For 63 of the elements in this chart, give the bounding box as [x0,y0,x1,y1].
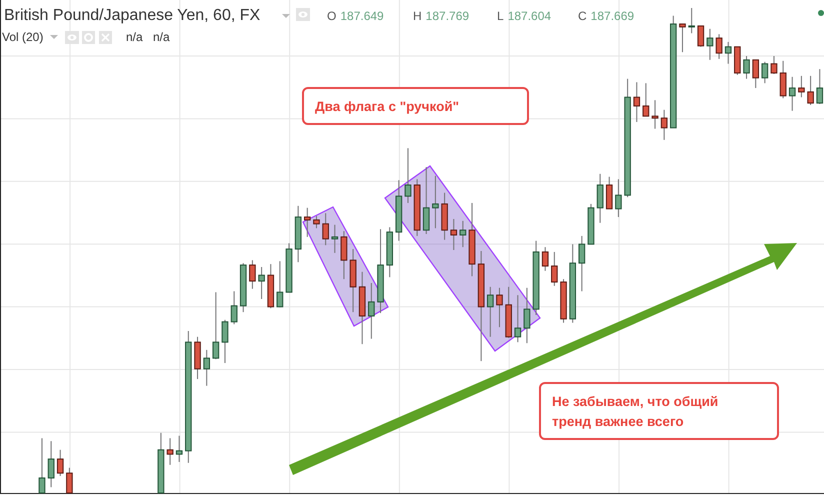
candlestick [276,260,284,308]
candlestick [166,438,174,466]
candlestick [770,56,778,74]
annotation: Два флага с "ручкой" [315,99,460,114]
candlestick [38,438,46,494]
candlestick [212,292,220,360]
candlestick [660,109,668,140]
annotation: Не забываем, что общий тренд важнее всего [552,394,718,429]
candlestick [222,319,228,364]
annotation: L 187.604 [497,9,552,23]
candlestick [606,176,613,210]
candlestick [706,28,714,60]
candlestick [679,24,686,53]
annotation: n/a [153,30,170,44]
candlestick [368,282,375,340]
candlestick [340,230,348,280]
candlestick [798,75,805,98]
candlestick [578,235,586,292]
candlestick [56,449,64,477]
annotation: Vol (20) [2,30,44,44]
candlestick [642,82,650,117]
candlestick [331,224,338,254]
candlestick [203,349,210,386]
candlestick [258,266,265,300]
candlestick [615,178,622,218]
chart-title: British Pound/Japanese Yen, 60, FX [4,7,261,24]
candlestick [688,8,695,34]
candlestick [596,173,604,224]
candlestick [788,76,796,112]
candlestick [176,435,183,462]
candlestick [322,212,329,246]
candlestick [66,467,73,494]
candlestick [816,68,824,105]
candlestick [716,34,722,60]
candlestick [404,148,412,204]
candlestick [514,294,522,343]
candlestick [313,216,320,229]
candlestick [450,218,458,251]
candlestick [230,290,238,325]
candlestick [249,260,256,290]
candlestick [807,75,814,106]
candlestick [780,60,786,99]
annotation: O 187.649 [327,9,384,23]
candlestick [432,175,439,229]
candlestick [486,286,494,338]
annotation: C 187.669 [578,9,634,23]
candlestick [724,41,732,64]
candlestick [524,287,530,344]
candlestick [633,82,640,122]
candlestick [761,61,768,84]
annotation: n/a [126,30,144,44]
candlestick [551,251,558,286]
annotation: H 187.769 [413,9,470,23]
candlestick [422,166,430,235]
candlestick [743,56,750,80]
candlestick [460,220,466,248]
candlestick [652,100,658,130]
candlestick [542,246,549,272]
candlestick [304,207,311,238]
candlestick [752,59,760,89]
candlestick [697,25,704,48]
candlestick [48,440,54,488]
candlestick [496,287,503,328]
